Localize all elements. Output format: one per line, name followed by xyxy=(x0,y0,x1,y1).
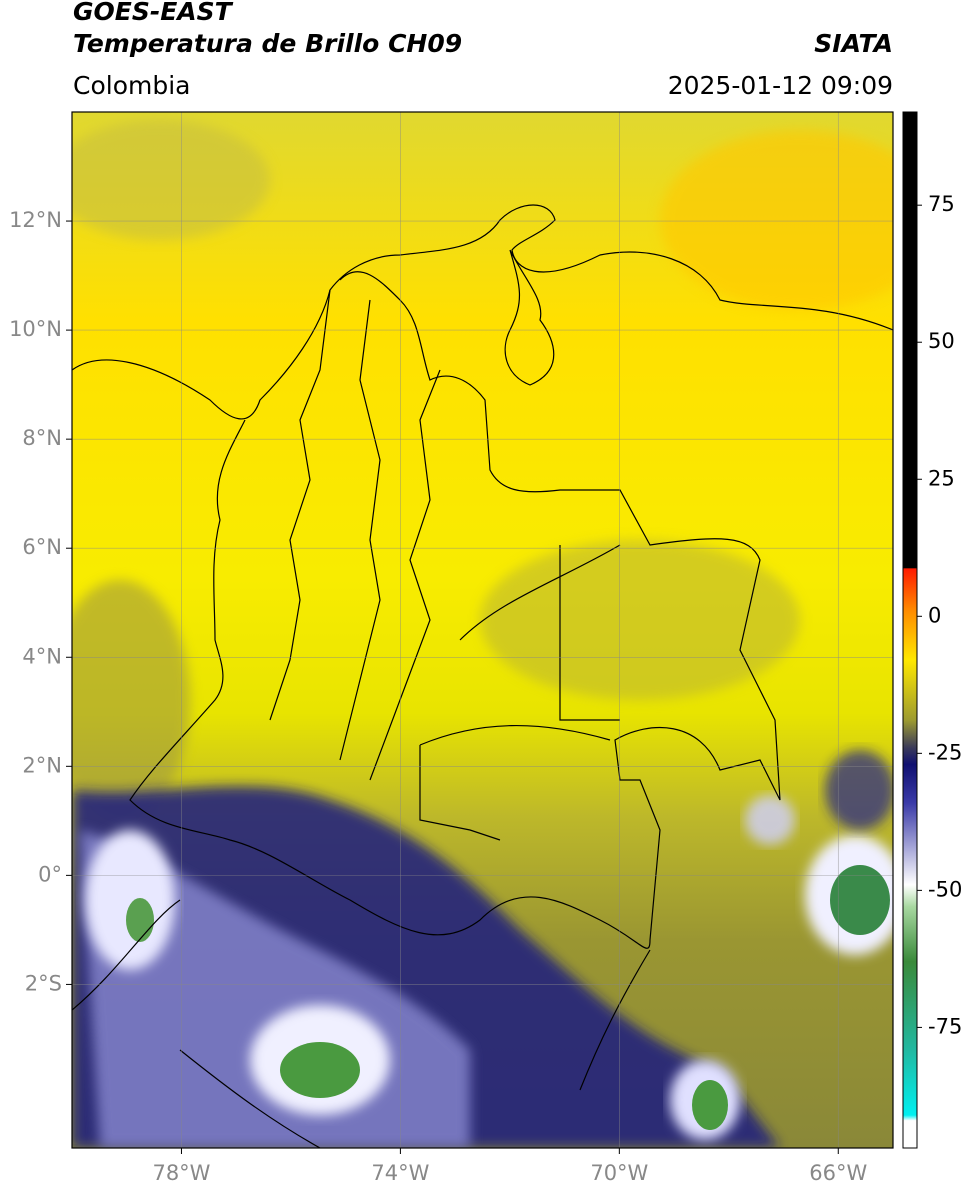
colorbar-tick-label: -75 xyxy=(928,1014,962,1038)
y-tick-label: 2°N xyxy=(22,753,62,777)
region: Colombia xyxy=(73,71,190,100)
title: GOES-EAST xyxy=(73,0,234,26)
colorbar xyxy=(902,111,918,1149)
colorbar-tick-label: 0 xyxy=(928,603,941,627)
y-tick-label: 2°S xyxy=(25,971,62,995)
colorbar-tick-label: 50 xyxy=(928,329,955,353)
borders xyxy=(72,204,893,1148)
y-tick-label: 12°N xyxy=(9,208,62,232)
x-tick-label: 66°W xyxy=(809,1161,867,1185)
colorbar-tick-label: -50 xyxy=(928,877,962,901)
x-tick-label: 74°W xyxy=(371,1161,429,1185)
map-frame xyxy=(71,111,894,1149)
colorbar-tick-label: 25 xyxy=(928,466,955,490)
y-tick-label: 10°N xyxy=(9,317,62,341)
y-tick-label: 8°N xyxy=(22,426,62,450)
subtitle: Temperatura de Brillo CH09 xyxy=(73,29,462,58)
y-tick-label: 6°N xyxy=(22,535,62,559)
map-image xyxy=(72,112,893,1148)
datetime: 2025-01-12 09:09 xyxy=(668,71,893,100)
colorbar-tick-label: 75 xyxy=(928,192,955,216)
y-tick-label: 0° xyxy=(38,862,62,886)
x-tick-label: 78°W xyxy=(152,1161,210,1185)
graticule xyxy=(72,112,893,1148)
colorbar-tick-label: -25 xyxy=(928,740,962,764)
x-tick-label: 70°W xyxy=(590,1161,648,1185)
y-tick-label: 4°N xyxy=(22,644,62,668)
brand: SIATA xyxy=(814,29,893,58)
